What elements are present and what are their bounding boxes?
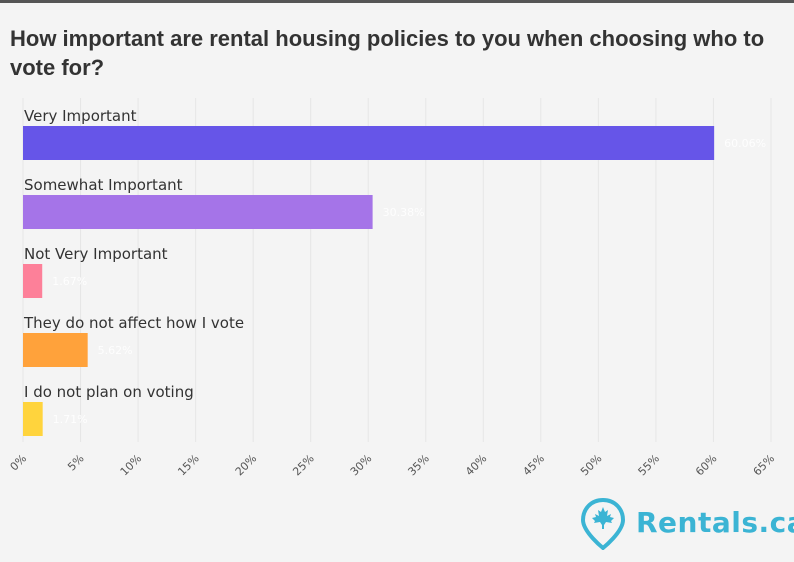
bar [23,195,373,229]
x-tick-label: 15% [175,452,201,478]
x-tick-label: 50% [578,452,604,478]
x-tick-label: 55% [636,452,662,478]
top-border [0,0,794,3]
category-label: Not Very Important [24,245,168,263]
logo-wordmark: Rentals.ca [636,506,794,539]
x-tick-label: 0% [8,452,30,474]
x-tick-label: 25% [290,452,316,478]
x-tick-label: 60% [693,452,719,478]
x-tick-label: 40% [463,452,489,478]
bar-value-label: 60.06% [724,137,766,150]
chart-title: How important are rental housing policie… [10,26,765,80]
x-tick-label: 65% [751,452,777,478]
x-tick-label: 10% [118,452,144,478]
bar-value-label: 5.62% [98,344,133,357]
x-tick-label: 45% [520,452,546,478]
category-label: Very Important [24,107,137,125]
maple-leaf-pin-icon [580,497,626,551]
x-tick-label: 20% [233,452,259,478]
category-label: They do not affect how I vote [23,314,244,332]
rentals-logo: Rentals.ca [580,497,794,551]
category-label: Somewhat Important [24,176,183,194]
bar [23,126,715,160]
bar [23,402,43,436]
x-tick-label: 30% [348,452,374,478]
bar [23,264,43,298]
bar [23,333,88,367]
category-label: I do not plan on voting [24,383,194,401]
bar-value-label: 30.38% [383,206,425,219]
x-tick-label: 35% [405,452,431,478]
x-tick-label: 5% [65,452,87,474]
bar-value-label: 1.67% [52,275,87,288]
bar-value-label: 1.71% [53,413,88,426]
